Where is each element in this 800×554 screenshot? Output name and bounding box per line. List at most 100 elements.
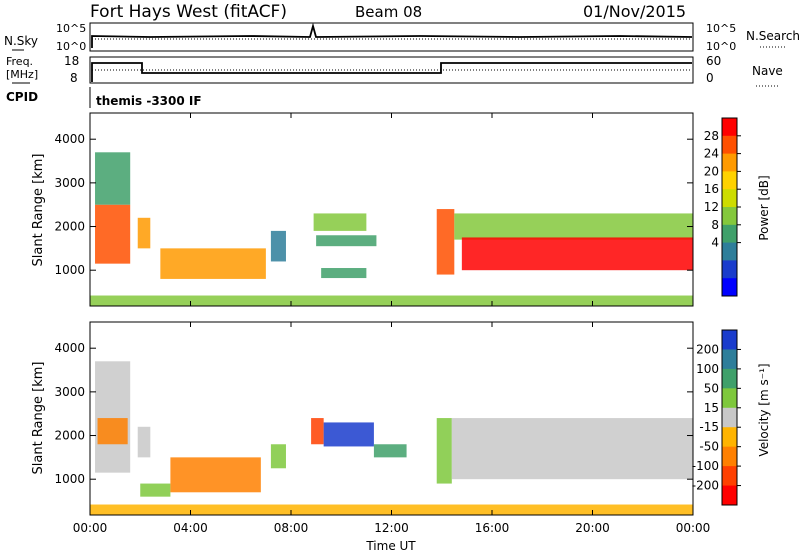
noise-right-label: N.Search: [746, 29, 800, 43]
noise-left-tick-bottom: 10^0: [56, 40, 86, 53]
freq-panel-frame: [89, 56, 694, 84]
x-tick-label: 16:00: [475, 521, 510, 535]
colorbar-tick-label: -50: [699, 440, 719, 454]
power-colorbar: 28 24 20 16 12 8 4: [704, 117, 741, 297]
power-region-8: [436, 209, 455, 275]
velocity-axes: 00:00 04:00 08:00 12:00 16:00 20:00 00:00 1000 2…: [54, 322, 710, 535]
colorbar-segment: [722, 466, 737, 487]
colorbar-frame: [721, 329, 738, 506]
cpid-text: themis -3300 IF: [96, 94, 202, 108]
power-colorbar-label: Power [dB]: [757, 175, 771, 240]
colorbar-tick-label: 12: [704, 200, 719, 214]
colorbar-segment: [722, 242, 737, 261]
velocity-region-3: [140, 483, 171, 497]
y-tick-label: 4000: [54, 341, 85, 355]
colorbar-segment: [722, 224, 737, 244]
colorbar-segment: [722, 485, 737, 506]
colorbar-segment: [722, 260, 737, 279]
x-axis-label: Time UT: [365, 539, 416, 553]
power-region-0: [95, 204, 131, 264]
velocity-region-5: [270, 444, 286, 469]
colorbar-segment: [722, 207, 737, 226]
colorbar-segment: [722, 135, 737, 155]
power-region-7: [321, 268, 367, 279]
colorbar-tick-label: 15: [704, 401, 719, 415]
x-tick-label: 12:00: [374, 521, 409, 535]
cpid-panel: CPID themis -3300 IF: [6, 87, 202, 108]
colorbar-segment: [722, 189, 737, 208]
velocity-region-0: [95, 361, 131, 473]
velocity-region-1: [97, 418, 128, 445]
power-region-11: [90, 295, 693, 306]
velocity-panel: 00:00 04:00 08:00 12:00 16:00 20:00 00:00 1000 2…: [31, 321, 771, 535]
colorbar-segment: [722, 349, 737, 370]
y-tick-label: 1000: [54, 263, 85, 277]
colorbar-tick-label: 200: [696, 342, 719, 356]
colorbar-tick-label: 50: [704, 381, 719, 395]
colorbar-segment: [722, 407, 737, 428]
power-panel: 1000 2000 3000 4000 Slant Range [km] 28 24 20…: [31, 112, 771, 307]
colorbar-segment: [722, 153, 737, 172]
x-tick-label: 20:00: [575, 521, 610, 535]
velocity-region-6: [311, 418, 324, 445]
colorbar-tick-label: -15: [699, 420, 719, 434]
colorbar-segment: [722, 278, 737, 297]
velocity-region-4: [170, 457, 261, 493]
power-region-3: [160, 248, 266, 279]
noise-right-tick-top: 10^5: [706, 22, 736, 35]
power-region-4: [270, 230, 286, 262]
y-tick-label: 1000: [54, 472, 85, 486]
freq-label-line1: Freq.: [6, 55, 33, 68]
power-data-regions: [90, 152, 693, 306]
y-tick-label: 3000: [54, 385, 85, 399]
colorbar-tick-label: 24: [704, 147, 719, 161]
colorbar-segment: [722, 388, 737, 409]
velocity-region-8: [373, 444, 407, 458]
y-tick-label: 2000: [54, 429, 85, 443]
colorbar-tick-label: -100: [692, 459, 719, 473]
colorbar-tick-label: 4: [711, 236, 719, 250]
colorbar-tick-label: -200: [692, 479, 719, 493]
x-tick-label: 08:00: [274, 521, 309, 535]
velocity-region-2: [137, 426, 151, 458]
noise-right-tick-bottom: 10^0: [706, 40, 736, 53]
velocity-region-11: [90, 504, 693, 515]
colorbar-segment: [722, 368, 737, 389]
power-region-10: [461, 237, 693, 271]
velocity-ylabel: Slant Range [km]: [31, 362, 46, 475]
freq-label-line2: [MHz]: [6, 68, 38, 81]
nave-tick-top: 60: [706, 54, 721, 68]
y-tick-label: 4000: [54, 132, 85, 146]
velocity-data-regions: [90, 361, 693, 515]
power-region-6: [316, 235, 377, 247]
power-region-2: [137, 217, 151, 249]
power-region-9: [454, 213, 693, 240]
colorbar-tick-label: 20: [704, 164, 719, 178]
x-tick-label: 00:00: [73, 521, 108, 535]
nave-tick-bottom: 0: [706, 71, 714, 85]
beam-title: Beam 08: [355, 3, 422, 21]
power-ylabel: Slant Range [km]: [31, 154, 46, 267]
colorbar-segment: [722, 427, 737, 448]
y-tick-label: 3000: [54, 176, 85, 190]
freq-tick-top: 18: [64, 54, 79, 68]
velocity-colorbar: 200 100 50 15 -15 -50 -100 -200: [692, 329, 741, 506]
colorbar-segment: [722, 171, 737, 190]
colorbar-tick-label: 8: [711, 218, 719, 232]
noise-left-label: N.Sky: [4, 34, 38, 48]
colorbar-tick-label: 100: [696, 362, 719, 376]
colorbar-tick-label: 28: [704, 129, 719, 143]
x-tick-label: 04:00: [173, 521, 208, 535]
noise-panel-frame: [89, 22, 694, 52]
freq-trace: [91, 62, 692, 82]
velocity-region-7: [323, 422, 374, 447]
colorbar-segment: [722, 118, 737, 137]
power-axes: 1000 2000 3000 4000: [54, 113, 694, 306]
velocity-region-10: [451, 418, 693, 480]
station-title: Fort Hays West (fitACF): [90, 2, 287, 22]
colorbar-tick-label: 16: [704, 182, 719, 196]
y-tick-label: 2000: [54, 220, 85, 234]
power-region-1: [95, 152, 131, 205]
cpid-label: CPID: [6, 90, 38, 104]
